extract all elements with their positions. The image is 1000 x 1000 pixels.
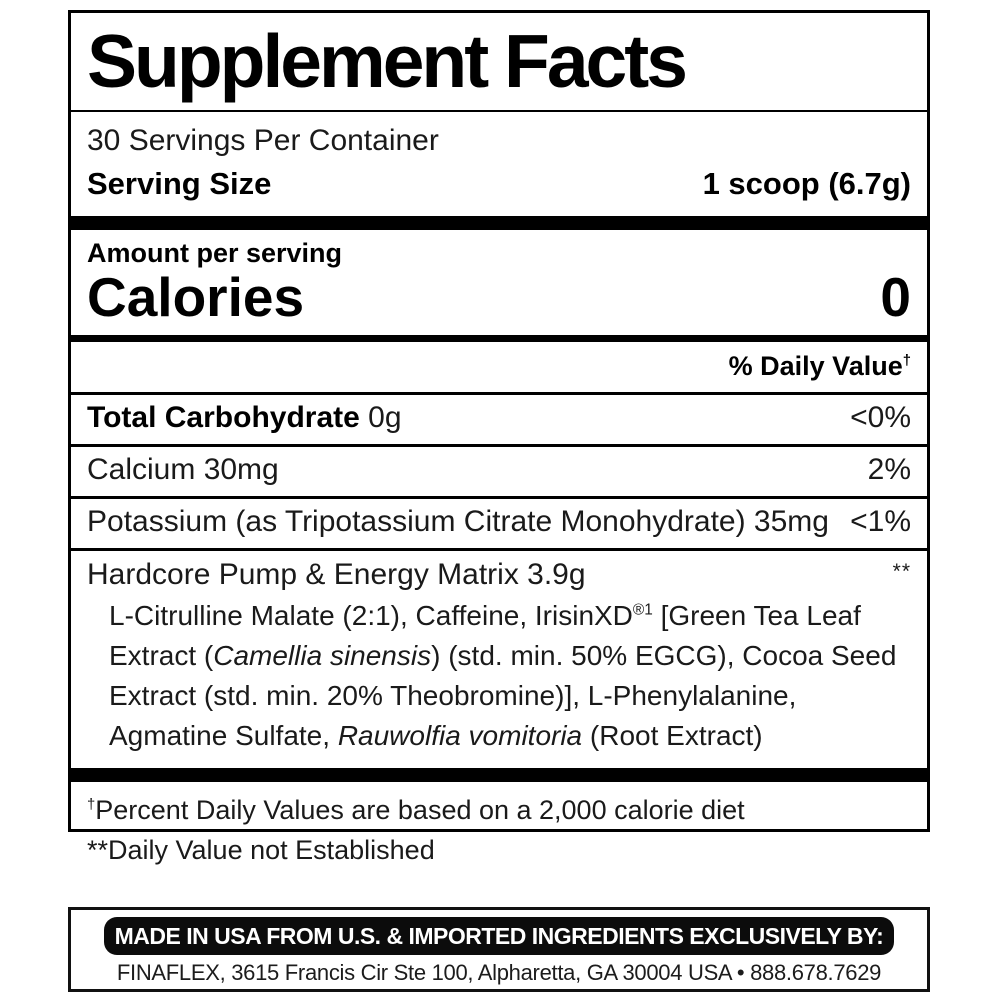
divider-row	[71, 548, 927, 552]
nutrient-row-potassium: Potassium (as Tripotassium Citrate Monoh…	[87, 499, 911, 548]
made-in-usa-pill: MADE IN USA FROM U.S. & IMPORTED INGREDI…	[104, 917, 894, 955]
divider-row	[71, 496, 927, 500]
matrix-row: Hardcore Pump & Energy Matrix 3.9g **	[87, 551, 911, 592]
serving-size-label: Serving Size	[87, 165, 272, 201]
amount-per-serving-label: Amount per serving	[87, 237, 343, 268]
footnote-not-established: **Daily Value not Established	[87, 835, 435, 866]
nutrient-dv: <1%	[850, 505, 911, 539]
divider-thick-bottom	[71, 768, 927, 783]
divider-thin	[71, 109, 927, 112]
matrix-ingredients: L-Citrulline Malate (2:1), Caffeine, Iri…	[109, 600, 897, 752]
footnotes: †Percent Daily Values are based on a 2,0…	[87, 782, 911, 870]
calories-value: 0	[880, 265, 911, 328]
calories-row: Calories 0	[87, 265, 911, 328]
supplement-facts-panel: Supplement Facts 30 Servings Per Contain…	[68, 10, 930, 865]
serving-size-value: 1 scoop (6.7g)	[702, 165, 911, 201]
matrix-header: Hardcore Pump & Energy Matrix 3.9g	[87, 558, 586, 592]
nutrient-name: Potassium (as Tripotassium Citrate Monoh…	[87, 505, 829, 539]
nutrient-row-carbohydrate: Total Carbohydrate 0g <0%	[87, 395, 911, 444]
divider-thick	[71, 215, 927, 230]
nutrient-dv: 2%	[867, 453, 911, 487]
divider-row	[71, 444, 927, 448]
nutrient-row-calcium: Calcium 30mg 2%	[87, 447, 911, 496]
divider-medium	[71, 335, 927, 343]
nutrient-name: Calcium 30mg	[87, 453, 279, 487]
footnote-percent-dv: †Percent Daily Values are based on a 2,0…	[87, 795, 745, 826]
servings-per-container: 30 Servings Per Container	[87, 123, 439, 157]
serving-size-row: Serving Size 1 scoop (6.7g)	[87, 166, 911, 202]
nutrient-dv: <0%	[850, 401, 911, 435]
calories-label: Calories	[87, 265, 305, 328]
matrix-dv: **	[892, 560, 911, 584]
facts-title: Supplement Facts	[87, 19, 688, 103]
divider-row	[71, 392, 927, 396]
daily-value-header: % Daily Value†	[728, 351, 911, 382]
manufacturer-box: MADE IN USA FROM U.S. & IMPORTED INGREDI…	[68, 907, 930, 992]
manufacturer-address: FINAFLEX, 3615 Francis Cir Ste 100, Alph…	[116, 960, 882, 985]
nutrient-name: Total Carbohydrate 0g	[87, 401, 402, 435]
